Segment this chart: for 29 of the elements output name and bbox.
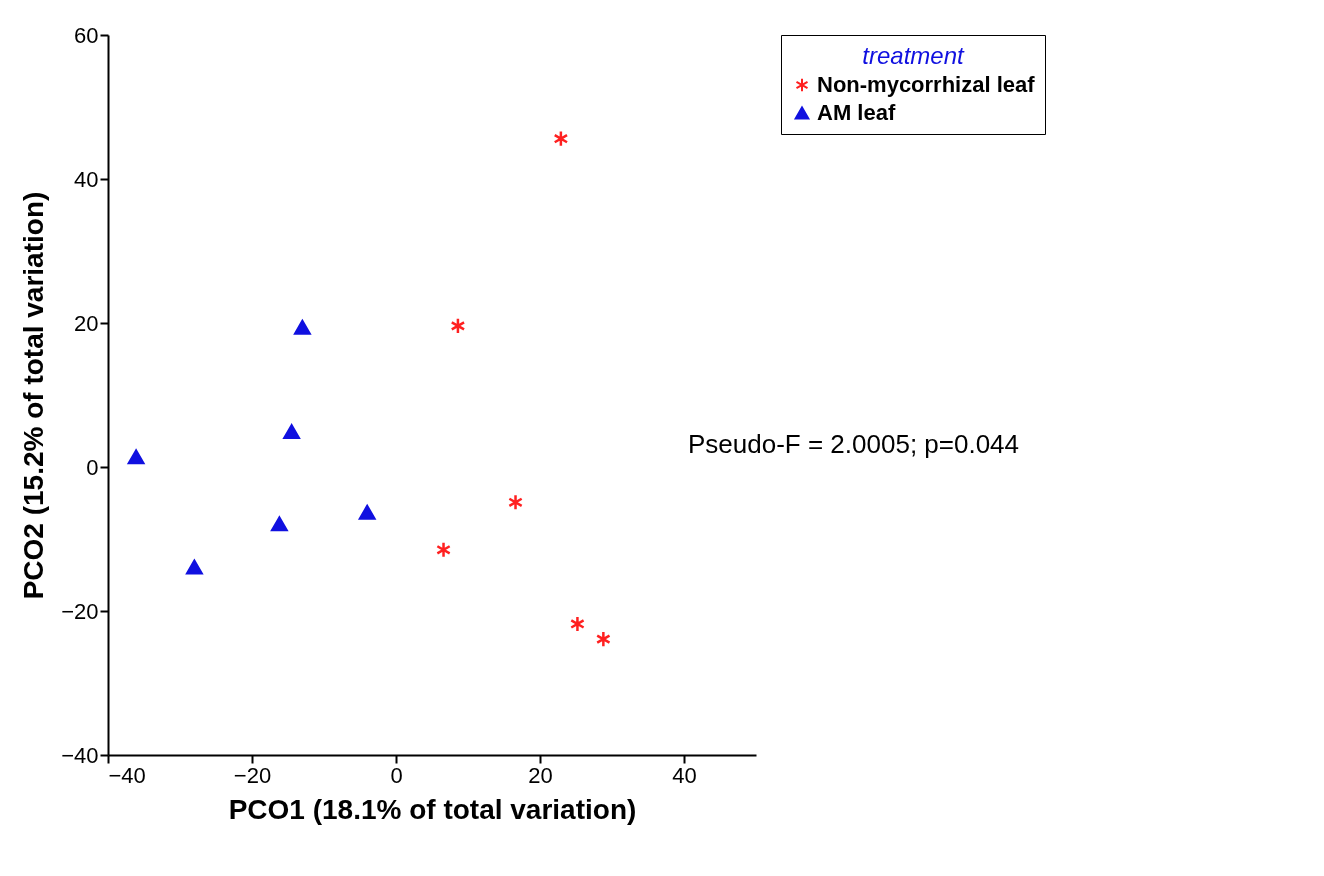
point xyxy=(553,130,569,147)
y-tick-label: −20 xyxy=(61,598,99,624)
y-tick-label: −40 xyxy=(61,742,99,768)
point xyxy=(570,615,585,633)
x-tick-label: 0 xyxy=(390,762,403,788)
legend-label: AM leaf xyxy=(817,100,896,125)
y-tick-label: 60 xyxy=(74,22,99,48)
annotation: Pseudo-F = 2.0005; p=0.044 xyxy=(688,429,1020,459)
point xyxy=(283,424,300,440)
point xyxy=(508,493,523,511)
y-tick-label: 20 xyxy=(74,310,99,336)
y-axis-title: PCO2 (15.2% of total variation) xyxy=(18,191,50,600)
x-tick-label: −20 xyxy=(233,762,272,788)
point xyxy=(450,317,466,335)
y-tick-label: 40 xyxy=(74,166,99,192)
x-tick-label: −40 xyxy=(108,762,146,788)
y-tick-label: 0 xyxy=(86,454,99,480)
point xyxy=(186,559,203,575)
x-axis-title: PCO1 (18.1% of total variation) xyxy=(228,793,637,825)
point xyxy=(595,630,611,648)
point xyxy=(358,504,376,520)
point xyxy=(436,541,451,559)
legend-label: Non-mycorrhizal leaf xyxy=(817,72,1036,97)
point xyxy=(127,449,145,465)
legend-title: treatment xyxy=(862,42,966,69)
point xyxy=(294,319,311,335)
x-tick-label: 20 xyxy=(528,762,553,788)
point xyxy=(271,516,288,532)
x-tick-label: 40 xyxy=(672,762,697,788)
